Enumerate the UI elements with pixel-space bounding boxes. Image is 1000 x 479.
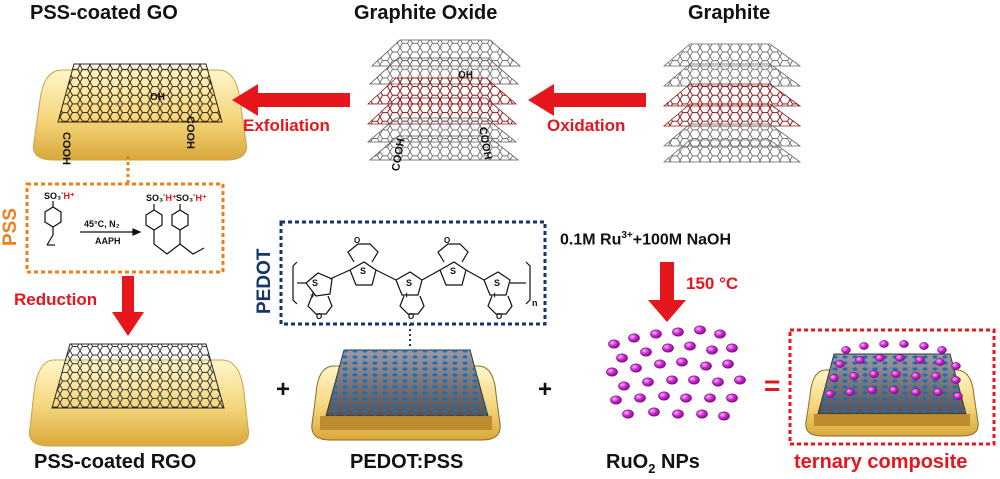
reagent-prefix: 0.1M Ru bbox=[560, 231, 622, 249]
plus-operator-2: + bbox=[538, 376, 553, 403]
exfoliation-arrow bbox=[232, 84, 350, 116]
graphite-oxide-stack bbox=[366, 39, 522, 161]
label-pedot: PEDOT bbox=[254, 248, 275, 314]
pedot-o-4: O bbox=[408, 312, 415, 321]
label-pss: PSS bbox=[0, 207, 21, 246]
plus-operator-1: + bbox=[276, 376, 291, 403]
pss-monomer-so3: SO₃ bbox=[44, 191, 62, 201]
pedot-box bbox=[279, 220, 547, 326]
pedot-charge-3: + bbox=[492, 290, 498, 300]
graphite-oxide-oh-label: OH bbox=[458, 70, 473, 81]
pedot-s-2: S bbox=[360, 266, 367, 276]
pedot-s-1: S bbox=[312, 278, 319, 288]
ruo2-nanoparticles bbox=[606, 325, 746, 421]
title-pedot-pss: PEDOT:PSS bbox=[350, 451, 464, 473]
pedot-o-1: O bbox=[354, 236, 361, 245]
go-cooh-left: COOH bbox=[60, 132, 72, 165]
title-graphite-oxide: Graphite Oxide bbox=[354, 2, 498, 24]
ruo2-suffix: NPs bbox=[655, 451, 700, 473]
reduction-arrow bbox=[112, 276, 144, 336]
pss-polymer-minus-2: - bbox=[193, 192, 196, 199]
go-oh-label: OH bbox=[150, 92, 165, 103]
pss-monomer-proton: H⁺ bbox=[63, 191, 75, 201]
label-temperature: 150 °C bbox=[686, 274, 739, 293]
pedot-o-2: O bbox=[444, 236, 451, 245]
pss-polymer-minus-1: - bbox=[163, 192, 166, 199]
pss-go-substrate bbox=[32, 63, 248, 161]
label-exfoliation: Exfoliation bbox=[243, 116, 330, 135]
pedot-s-4: S bbox=[450, 266, 457, 276]
pedot-o-3: O bbox=[316, 312, 323, 321]
title-pss-coated-go: PSS-coated GO bbox=[30, 2, 178, 24]
pss-monomer-minus: - bbox=[61, 190, 64, 197]
ruo2-text: RuO bbox=[606, 451, 649, 473]
pedot-structure bbox=[292, 243, 531, 315]
pss-polymer-so3-2: SO₃ bbox=[176, 193, 194, 203]
pedot-s-3: S bbox=[406, 278, 413, 288]
title-ruo2-nps: RuO2 NPs bbox=[606, 451, 700, 476]
oxidation-arrow bbox=[528, 84, 646, 116]
pss-condition-temp: 45°C, N₂ bbox=[84, 219, 120, 229]
equals-operator: = bbox=[764, 370, 781, 401]
title-ternary-composite: ternary composite bbox=[794, 451, 968, 473]
pss-box bbox=[25, 182, 225, 274]
pss-condition-initiator: AAPH bbox=[95, 236, 121, 246]
ternary-substrate bbox=[805, 353, 979, 437]
reagent-label: 0.1M Ru3++100M NaOH bbox=[560, 230, 731, 249]
pss-monomer-group: SO₃-H⁺ bbox=[44, 190, 75, 202]
heating-arrow bbox=[648, 262, 686, 322]
pss-polymer-proton-1: H⁺ bbox=[165, 193, 177, 203]
pedot-o-5: O bbox=[496, 312, 503, 321]
ternary-nanoparticles bbox=[825, 340, 963, 400]
reagent-charge: 3+ bbox=[621, 230, 633, 241]
pedot-charge-2: + bbox=[404, 290, 410, 300]
label-reduction: Reduction bbox=[14, 290, 98, 309]
pedot-subscript-n: n bbox=[532, 298, 538, 308]
pss-polymer-so3-1: SO₃ bbox=[146, 193, 164, 203]
ruo2-subscript: 2 bbox=[648, 461, 656, 476]
pss-scheme bbox=[44, 201, 205, 255]
pedot-pss-substrate bbox=[311, 349, 501, 441]
title-graphite: Graphite bbox=[688, 2, 771, 24]
graphite-stack bbox=[662, 43, 802, 163]
pss-polymer-group-2: SO₃-H⁺ bbox=[176, 192, 207, 204]
title-pss-coated-rgo: PSS-coated RGO bbox=[34, 451, 197, 473]
go-cooh-right: COOH bbox=[184, 116, 196, 149]
reagent-suffix: +100M NaOH bbox=[632, 231, 732, 249]
ternary-box bbox=[788, 328, 996, 446]
pedot-charge-1: + bbox=[310, 290, 316, 300]
pss-rgo-substrate bbox=[28, 343, 250, 447]
pss-polymer-proton-2: H⁺ bbox=[195, 193, 207, 203]
pss-polymer-group-1: SO₃-H⁺ bbox=[146, 192, 177, 204]
pedot-s-5: S bbox=[494, 278, 501, 288]
label-oxidation: Oxidation bbox=[547, 116, 626, 135]
